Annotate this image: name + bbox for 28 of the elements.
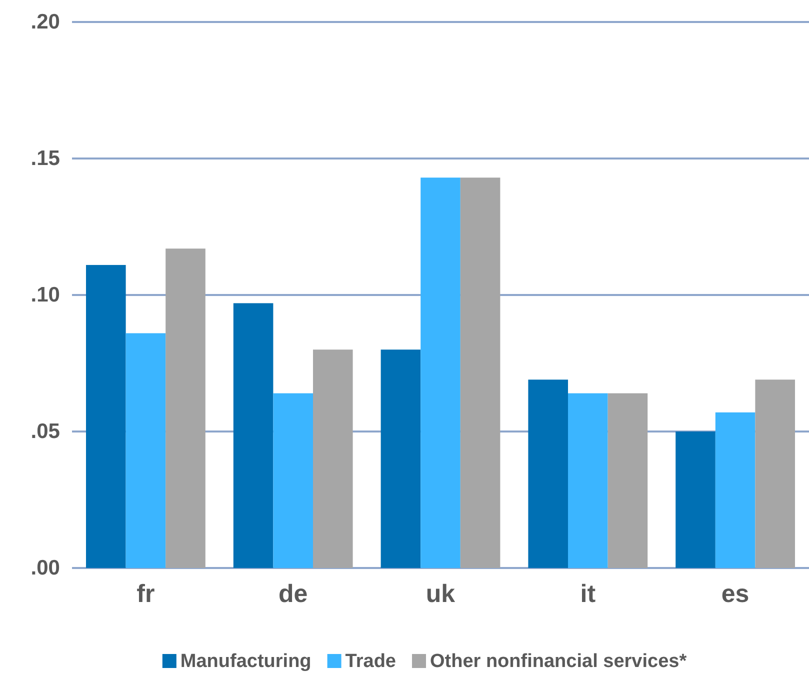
bar	[273, 393, 313, 568]
x-tick-label: de	[278, 580, 308, 608]
bar	[608, 393, 648, 568]
bar	[126, 333, 166, 568]
bar	[460, 178, 500, 568]
legend-label: Manufacturing	[180, 651, 312, 672]
bar	[676, 432, 716, 568]
y-tick-label: .15	[30, 147, 60, 170]
bar	[568, 393, 608, 568]
bar	[528, 380, 568, 568]
bar	[166, 248, 206, 568]
y-tick-label: .10	[30, 284, 60, 307]
legend-label: Trade	[345, 651, 396, 672]
y-tick-label: .00	[30, 556, 60, 580]
bar	[313, 350, 353, 568]
y-tick-label: .20	[30, 10, 60, 34]
x-tick-label: it	[580, 580, 596, 608]
bar	[380, 350, 421, 568]
bar	[715, 412, 756, 568]
bar	[86, 264, 126, 568]
x-tick-label: es	[721, 580, 750, 608]
x-tick-label: uk	[426, 580, 456, 608]
bar	[233, 303, 274, 568]
bar	[420, 178, 460, 568]
y-tick-label: .05	[30, 420, 60, 444]
legend-label: Other nonfinancial services*	[430, 651, 688, 672]
x-tick-label: fr	[136, 580, 155, 608]
bar	[755, 380, 795, 568]
